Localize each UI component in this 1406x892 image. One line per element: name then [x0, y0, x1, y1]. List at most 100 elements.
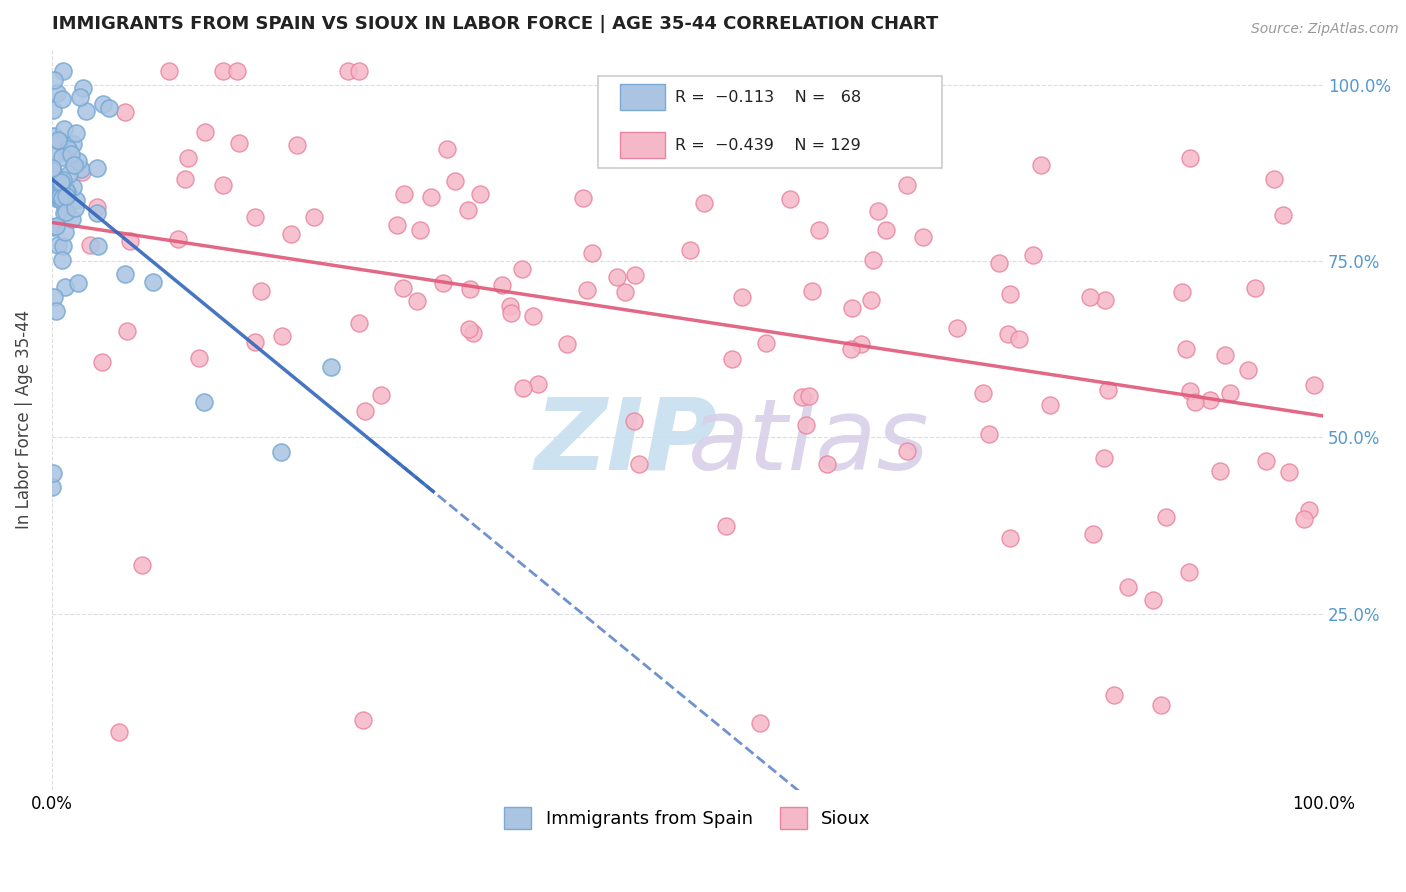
- Point: [606, 270, 628, 285]
- Point: [86, 239, 108, 253]
- Point: [347, 316, 370, 330]
- Point: [352, 713, 374, 727]
- Point: [55, 184, 77, 198]
- Text: IMMIGRANTS FROM SPAIN VS SIOUX IN LABOR FORCE | AGE 35-44 CORRELATION CHART: IMMIGRANTS FROM SPAIN VS SIOUX IN LABOR …: [52, 15, 938, 33]
- Point: [1184, 394, 1206, 409]
- Point: [114, 105, 136, 120]
- Point: [45, 147, 67, 161]
- Point: [470, 187, 492, 202]
- Point: [65, 193, 87, 207]
- Point: [336, 64, 359, 78]
- Point: [1298, 503, 1320, 517]
- Point: [792, 390, 814, 404]
- Point: [52, 122, 75, 136]
- Point: [581, 245, 603, 260]
- Point: [52, 239, 75, 253]
- Point: [49, 194, 72, 208]
- Point: [1243, 281, 1265, 295]
- Text: Source: ZipAtlas.com: Source: ZipAtlas.com: [1251, 22, 1399, 37]
- Point: [808, 223, 831, 237]
- Point: [623, 414, 645, 428]
- Text: R =  −0.439    N = 129: R = −0.439 N = 129: [675, 138, 860, 153]
- Point: [51, 91, 73, 105]
- Point: [45, 187, 67, 202]
- Point: [42, 103, 65, 117]
- Point: [45, 86, 67, 100]
- Point: [349, 64, 371, 78]
- Point: [1097, 383, 1119, 397]
- Point: [749, 715, 772, 730]
- Point: [714, 519, 737, 533]
- Point: [226, 64, 249, 78]
- Point: [730, 290, 752, 304]
- Point: [839, 343, 862, 357]
- Point: [1171, 285, 1194, 299]
- Point: [45, 303, 67, 318]
- Point: [499, 299, 522, 313]
- Point: [1302, 377, 1324, 392]
- Point: [51, 150, 73, 164]
- Point: [1180, 384, 1202, 399]
- Point: [997, 327, 1019, 342]
- Point: [1078, 290, 1101, 304]
- Legend: Immigrants from Spain, Sioux: Immigrants from Spain, Sioux: [496, 800, 877, 837]
- Point: [52, 64, 75, 78]
- Point: [49, 183, 72, 197]
- Point: [86, 161, 108, 175]
- Point: [1209, 464, 1232, 478]
- Point: [408, 223, 430, 237]
- Point: [70, 165, 93, 179]
- Point: [458, 282, 481, 296]
- Point: [875, 223, 897, 237]
- Point: [801, 284, 824, 298]
- Point: [998, 286, 1021, 301]
- Point: [117, 325, 139, 339]
- Point: [245, 210, 267, 224]
- Point: [1213, 348, 1236, 362]
- Text: R =  −0.113    N =   68: R = −0.113 N = 68: [675, 90, 860, 104]
- Point: [457, 322, 479, 336]
- FancyBboxPatch shape: [599, 76, 942, 169]
- Point: [849, 336, 872, 351]
- Point: [527, 376, 550, 391]
- Point: [52, 179, 75, 194]
- Point: [436, 142, 458, 156]
- Point: [42, 164, 65, 178]
- Point: [392, 281, 415, 295]
- Point: [624, 268, 647, 282]
- Point: [987, 256, 1010, 270]
- Point: [51, 253, 73, 268]
- Point: [41, 186, 63, 200]
- Point: [1094, 293, 1116, 307]
- Point: [1178, 151, 1201, 165]
- Point: [721, 352, 744, 367]
- Point: [614, 285, 637, 299]
- Point: [86, 200, 108, 214]
- FancyBboxPatch shape: [620, 132, 665, 159]
- Point: [522, 310, 544, 324]
- Point: [53, 200, 76, 214]
- Point: [194, 125, 217, 139]
- Point: [62, 137, 84, 152]
- Point: [896, 443, 918, 458]
- Point: [972, 386, 994, 401]
- Point: [270, 444, 292, 458]
- Point: [173, 172, 195, 186]
- Point: [41, 161, 63, 175]
- Point: [62, 180, 84, 194]
- Point: [79, 237, 101, 252]
- Point: [461, 326, 484, 340]
- Point: [120, 234, 142, 248]
- Point: [41, 480, 63, 494]
- Point: [1154, 510, 1177, 524]
- Point: [51, 191, 73, 205]
- Point: [53, 206, 76, 220]
- Point: [91, 96, 114, 111]
- Point: [443, 174, 465, 188]
- Point: [91, 355, 114, 369]
- Point: [52, 173, 75, 187]
- Point: [97, 101, 120, 115]
- Point: [1081, 527, 1104, 541]
- Point: [1029, 158, 1052, 172]
- Point: [48, 134, 70, 148]
